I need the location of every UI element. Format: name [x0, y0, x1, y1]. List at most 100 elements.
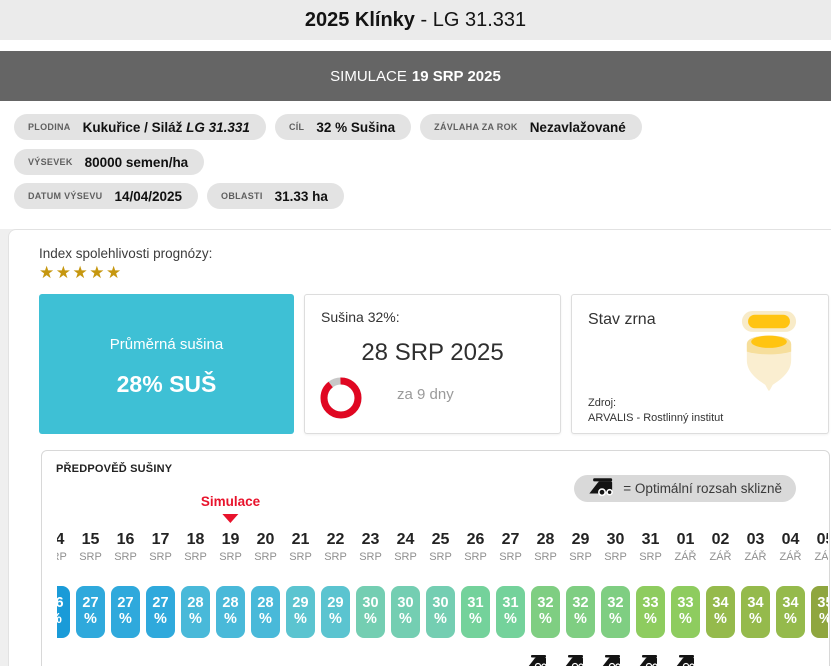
forecast-title: PŘEDPOVĚĎ SUŠINY: [56, 463, 173, 475]
confidence-index-label: Index spolehlivosti prognózy:: [39, 246, 213, 261]
info-badge-oblasti: OBLASTI 31.33 ha: [207, 183, 344, 209]
dry-matter-tile-29pct[interactable]: 29%: [321, 586, 350, 638]
badge-label: PLODINA: [28, 122, 71, 132]
day-number: 18: [186, 531, 205, 548]
month-label: SRP: [254, 551, 277, 563]
dry-matter-tile-31pct[interactable]: 31%: [496, 586, 525, 638]
badge-label: CÍL: [288, 122, 305, 132]
dry-matter-tile-35pct[interactable]: 35%: [811, 586, 828, 638]
day-number: 02: [711, 531, 730, 548]
harvester-icon: [588, 477, 616, 501]
month-label: SRP: [184, 551, 207, 563]
dry-matter-tile-27pct[interactable]: 27%: [146, 586, 175, 638]
corn-kernel-icon: [738, 311, 800, 396]
dry-matter-tile-28pct[interactable]: 28%: [181, 586, 210, 638]
harvester-icon: [601, 654, 623, 666]
day-number: 16: [116, 531, 135, 548]
day-number: 05: [816, 531, 828, 548]
dry-matter-tile-29pct[interactable]: 29%: [286, 586, 315, 638]
page-header: 2025 Klínky - LG 31.331: [0, 0, 831, 40]
source-name: ARVALIS - Rostlinný institut: [588, 411, 724, 424]
simulation-label: SIMULACE: [330, 67, 407, 85]
target-title: Sušina 32%:: [321, 309, 400, 325]
harvester-icon: [675, 654, 697, 666]
info-badge-plodina: PLODINA Kukuřice / Siláž LG 31.331: [14, 114, 266, 140]
timeline-column-05-zář: 05 ZÁŘ 35%: [808, 530, 828, 666]
timeline-column-18-srp: 18 SRP 28%: [178, 530, 213, 666]
day-number: 23: [361, 531, 380, 548]
days-remaining: za 9 dny: [397, 386, 454, 403]
timeline-column-27-srp: 27 SRP 31%: [493, 530, 528, 666]
info-badge-závlaha-za-rok: ZÁVLAHA ZA ROK Nezavlažované: [420, 114, 642, 140]
simulation-bar: SIMULACE 19 SRP 2025: [0, 51, 831, 101]
month-label: ZÁŘ: [814, 551, 829, 563]
timeline-column-29-srp: 29 SRP 32%: [563, 530, 598, 666]
timeline-scroll-area[interactable]: 14SRP26%15SRP27%16SRP27%17SRP27%18SRP28%…: [57, 464, 828, 666]
harvester-icon: [564, 654, 586, 666]
dry-matter-tile-30pct[interactable]: 30%: [356, 586, 385, 638]
day-number: 24: [396, 531, 415, 548]
dry-matter-tile-34pct[interactable]: 34%: [706, 586, 735, 638]
dry-matter-tile-32pct[interactable]: 32%: [601, 586, 630, 638]
month-label: SRP: [569, 551, 592, 563]
harvest-range-legend: = Optimální rozsah sklizně: [574, 475, 796, 502]
month-label: ZÁŘ: [674, 551, 697, 563]
summary-cards-row: Průměrná sušina 28% SUŠ Sušina 32%: 28 S…: [39, 294, 831, 434]
legend-text: = Optimální rozsah sklizně: [623, 481, 782, 496]
target-date: 28 SRP 2025: [361, 339, 504, 366]
dry-matter-tile-27pct[interactable]: 27%: [76, 586, 105, 638]
header-divider: [0, 40, 831, 51]
month-label: SRP: [464, 551, 487, 563]
grain-state-card: Stav zrna Zdroj: ARVALIS - Rostlinný ins…: [571, 294, 829, 434]
month-label: SRP: [429, 551, 452, 563]
timeline-column-30-srp: 30 SRP 32%: [598, 530, 633, 666]
badge-label: ZÁVLAHA ZA ROK: [434, 122, 518, 132]
month-label: ZÁŘ: [744, 551, 767, 563]
badge-value: 80000 semen/ha: [84, 154, 189, 170]
dry-matter-tile-33pct[interactable]: 33%: [636, 586, 665, 638]
target-date-card: Sušina 32%: 28 SRP 2025 za 9 dny: [304, 294, 561, 434]
average-dry-matter-title: Průměrná sušina: [109, 336, 224, 353]
month-label: SRP: [604, 551, 627, 563]
timeline-strip: 14SRP26%15SRP27%16SRP27%17SRP27%18SRP28%…: [57, 464, 828, 666]
day-number: 30: [606, 531, 625, 548]
timeline-column-02-zář: 02 ZÁŘ 34%: [703, 530, 738, 666]
dry-matter-tile-33pct[interactable]: 33%: [671, 586, 700, 638]
badge-label: DATUM VÝSEVU: [28, 191, 103, 201]
dry-matter-tile-34pct[interactable]: 34%: [776, 586, 805, 638]
timeline-column-26-srp: 26 SRP 31%: [458, 530, 493, 666]
dry-matter-tile-28pct[interactable]: 28%: [216, 586, 245, 638]
month-label: SRP: [394, 551, 417, 563]
timeline-column-21-srp: 21 SRP 29%: [283, 530, 318, 666]
dry-matter-tile-27pct[interactable]: 27%: [111, 586, 140, 638]
month-label: ZÁŘ: [709, 551, 732, 563]
month-label: SRP: [499, 551, 522, 563]
dry-matter-forecast-panel: PŘEDPOVĚĎ SUŠINY = Optimální rozsah skli…: [41, 450, 830, 666]
badge-label: OBLASTI: [221, 191, 263, 201]
source-label: Zdroj:: [588, 397, 617, 410]
timeline-column-20-srp: 20 SRP 28%: [248, 530, 283, 666]
timeline-column-22-srp: 22 SRP 29%: [318, 530, 353, 666]
dry-matter-tile-30pct[interactable]: 30%: [426, 586, 455, 638]
simulation-marker-label: Simulace: [200, 494, 261, 509]
dry-matter-tile-32pct[interactable]: 32%: [531, 586, 560, 638]
month-label: SRP: [324, 551, 347, 563]
field-info-badges: PLODINA Kukuřice / Siláž LG 31.331 CÍL 32 %…: [0, 101, 831, 229]
page-title-field: 2025 Klínky: [304, 8, 415, 31]
month-label: SRP: [114, 551, 137, 563]
timeline-column-28-srp: 28 SRP 32%: [528, 530, 563, 666]
data-source: Zdroj: ARVALIS - Rostlinný institut: [588, 396, 723, 425]
badge-row-1: PLODINA Kukuřice / Siláž LG 31.331 CÍL 32 %…: [14, 114, 831, 175]
month-label: SRP: [149, 551, 172, 563]
day-number: 04: [781, 531, 800, 548]
dry-matter-tile-28pct[interactable]: 28%: [251, 586, 280, 638]
timeline-column-25-srp: 25 SRP 30%: [423, 530, 458, 666]
month-label: SRP: [219, 551, 242, 563]
harvest-icons-row: [520, 654, 704, 666]
dry-matter-tile-32pct[interactable]: 32%: [566, 586, 595, 638]
dry-matter-tile-31pct[interactable]: 31%: [461, 586, 490, 638]
dry-matter-tile-26pct[interactable]: 26%: [57, 586, 70, 638]
dry-matter-tile-30pct[interactable]: 30%: [391, 586, 420, 638]
timeline-column-16-srp: 16 SRP 27%: [108, 530, 143, 666]
dry-matter-tile-34pct[interactable]: 34%: [741, 586, 770, 638]
